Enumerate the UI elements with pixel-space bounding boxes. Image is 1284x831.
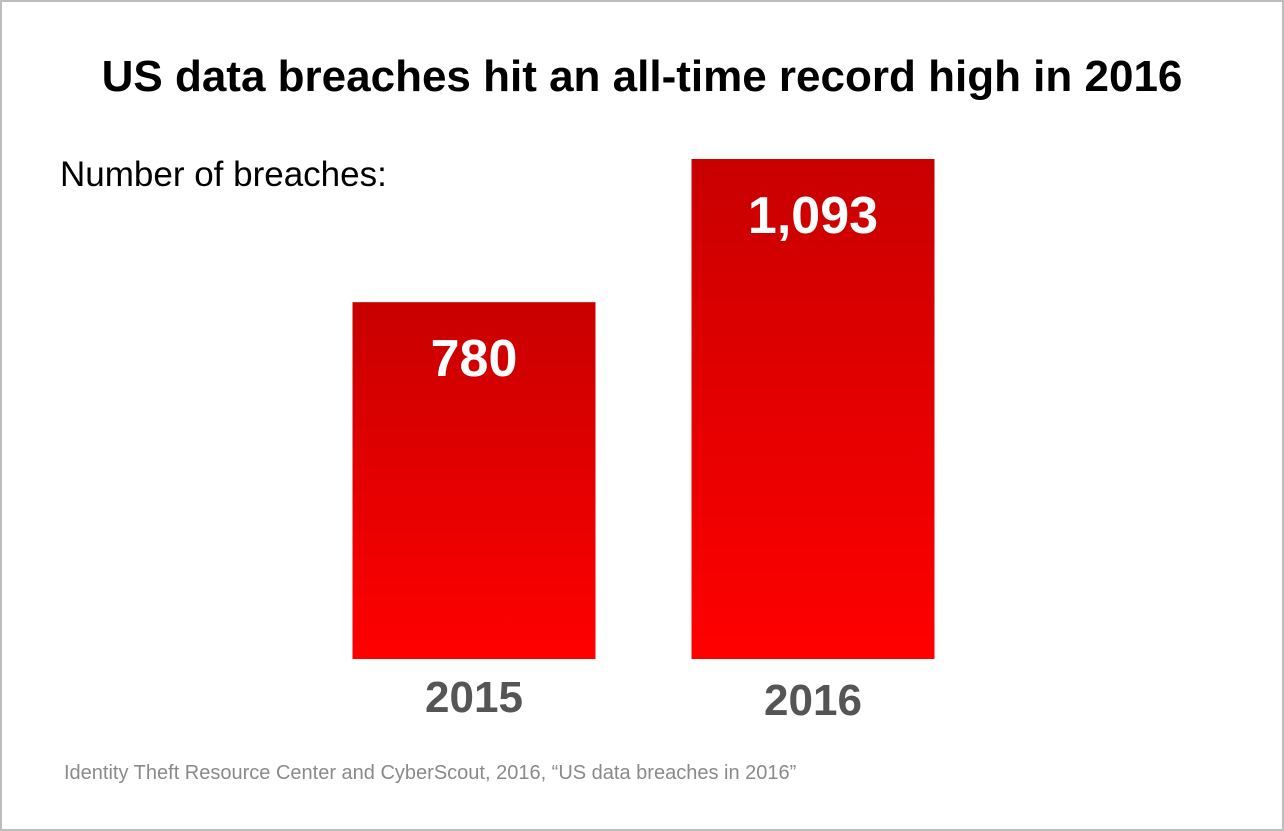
bar-2015 xyxy=(352,302,596,659)
value-label-2016: 1,093 xyxy=(748,187,878,245)
source-note: Identity Theft Resource Center and Cyber… xyxy=(64,762,797,784)
y-axis-label: Number of breaches: xyxy=(60,155,387,194)
value-label-2015: 780 xyxy=(431,330,518,388)
chart-title: US data breaches hit an all-time record … xyxy=(101,52,1183,101)
category-label-2015: 2015 xyxy=(425,673,523,722)
category-label-2016: 2016 xyxy=(764,676,862,725)
bar-2016 xyxy=(691,159,935,659)
bar-group: 780 2015 1,093 2016 xyxy=(352,159,935,725)
